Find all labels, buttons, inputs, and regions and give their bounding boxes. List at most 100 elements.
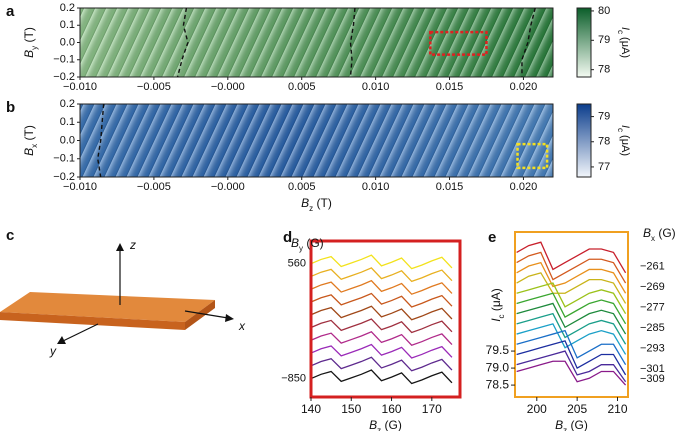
x-tick-label: −0.000 [211, 181, 245, 193]
label-part: (μA) [619, 132, 631, 156]
x-tick-label: 0.010 [362, 181, 390, 193]
x-tick-label: −0.010 [63, 81, 97, 93]
line [310, 330, 453, 346]
x-axis-label: Bz (T) [301, 196, 332, 212]
label-part: B [555, 418, 563, 431]
axis-label: z [129, 238, 136, 252]
line [516, 302, 627, 335]
label-part: z [309, 204, 313, 213]
y-tick-label: 0.0 [60, 36, 75, 48]
y-tick-label: −0.2 [53, 171, 75, 183]
line [516, 350, 627, 383]
label-part: B [22, 50, 36, 58]
colorbar-tick-label: 78 [598, 64, 610, 76]
x-tick-label: 0.005 [288, 181, 316, 193]
y-tick-label: 78.5 [486, 377, 510, 391]
line [310, 279, 453, 295]
x-tick-label: 0.005 [288, 81, 316, 93]
label-part: I [619, 27, 631, 30]
label-part: z [377, 426, 381, 431]
series-label: −850 [281, 372, 306, 384]
legend-label: −285 [640, 322, 665, 334]
label-part: (μA) [489, 288, 503, 314]
x-tick-label: −0.000 [211, 81, 245, 93]
label-part: c [616, 128, 625, 132]
line [310, 356, 453, 372]
dashed-line [176, 7, 189, 78]
line [310, 292, 453, 308]
label-part: B [291, 236, 299, 250]
panel-label: b [6, 99, 15, 116]
colorbar-label: Ic (μA) [616, 125, 631, 156]
legend-label: −269 [640, 281, 665, 293]
x-tick-label: 140 [301, 402, 321, 416]
x-axis [184, 310, 229, 319]
axis-label: x [238, 319, 246, 333]
line [516, 261, 627, 294]
colorbar-tick-label: 79 [598, 110, 610, 122]
label-part: (T) [22, 27, 36, 46]
label-part: y [299, 244, 303, 253]
line [516, 282, 627, 314]
legend-title: Bx (G) [643, 226, 676, 242]
line [516, 360, 627, 386]
colorbar-tick-label: 80 [598, 5, 610, 17]
highlight-box [429, 30, 488, 56]
y-tick-label: 79.5 [486, 343, 510, 357]
dashed-line [349, 7, 356, 78]
x-axis-label: Bz (G) [555, 418, 588, 431]
label-part: B [22, 148, 36, 156]
label-part: (G) [567, 418, 588, 431]
y-tick-label: −0.1 [53, 54, 75, 66]
line [516, 340, 627, 376]
label-part: c [616, 30, 625, 34]
x-tick-label: 205 [567, 402, 587, 416]
colorbar-tick-label: 77 [598, 161, 610, 173]
colorbar-label: Ic (μA) [616, 27, 631, 58]
dashed-line [97, 103, 105, 178]
legend-label: −309 [640, 373, 665, 385]
label-part: I [489, 318, 503, 322]
legend-label: −293 [640, 342, 665, 354]
y-axis-label: By (T) [22, 27, 38, 58]
x-tick-label: 0.015 [436, 181, 464, 193]
x-tick-label: −0.005 [137, 181, 171, 193]
heatmap-texture [80, 8, 553, 77]
panel-label: d [283, 229, 292, 246]
x-tick-label: −0.005 [137, 81, 171, 93]
series-label: 560 [288, 258, 306, 270]
legend-label: −277 [640, 302, 665, 314]
label-part: (T) [313, 196, 332, 210]
y-tick-label: 0.1 [60, 116, 75, 128]
label-part: x [651, 234, 655, 243]
x-axis-label: Bz (G) [369, 418, 402, 431]
legend-label: −261 [640, 261, 665, 273]
line [310, 318, 453, 334]
arrow-head [116, 243, 124, 251]
highlight-box [516, 142, 549, 170]
line [516, 272, 627, 304]
x-tick-label: 0.015 [436, 81, 464, 93]
y-tick-label: 79.0 [486, 360, 510, 374]
colorbar-tick-label: 78 [598, 136, 610, 148]
y-tick-label: 0.2 [60, 98, 75, 110]
line [516, 251, 627, 284]
line [310, 305, 453, 321]
slab-top [0, 292, 215, 322]
y-axis-label: Ic (μA) [489, 288, 505, 322]
line [516, 292, 627, 325]
x-tick-label: 0.010 [362, 81, 390, 93]
line [310, 369, 453, 385]
label-part: B [301, 196, 309, 210]
line [516, 329, 627, 366]
y-tick-label: −0.1 [53, 153, 75, 165]
legend-title: By (G) [291, 236, 324, 252]
label-part: (T) [22, 125, 36, 144]
line [516, 312, 627, 345]
line [516, 241, 627, 274]
legend-label: −301 [640, 363, 665, 375]
dashed-line [521, 7, 536, 77]
slab-side [0, 312, 185, 330]
y-axis [62, 323, 99, 342]
